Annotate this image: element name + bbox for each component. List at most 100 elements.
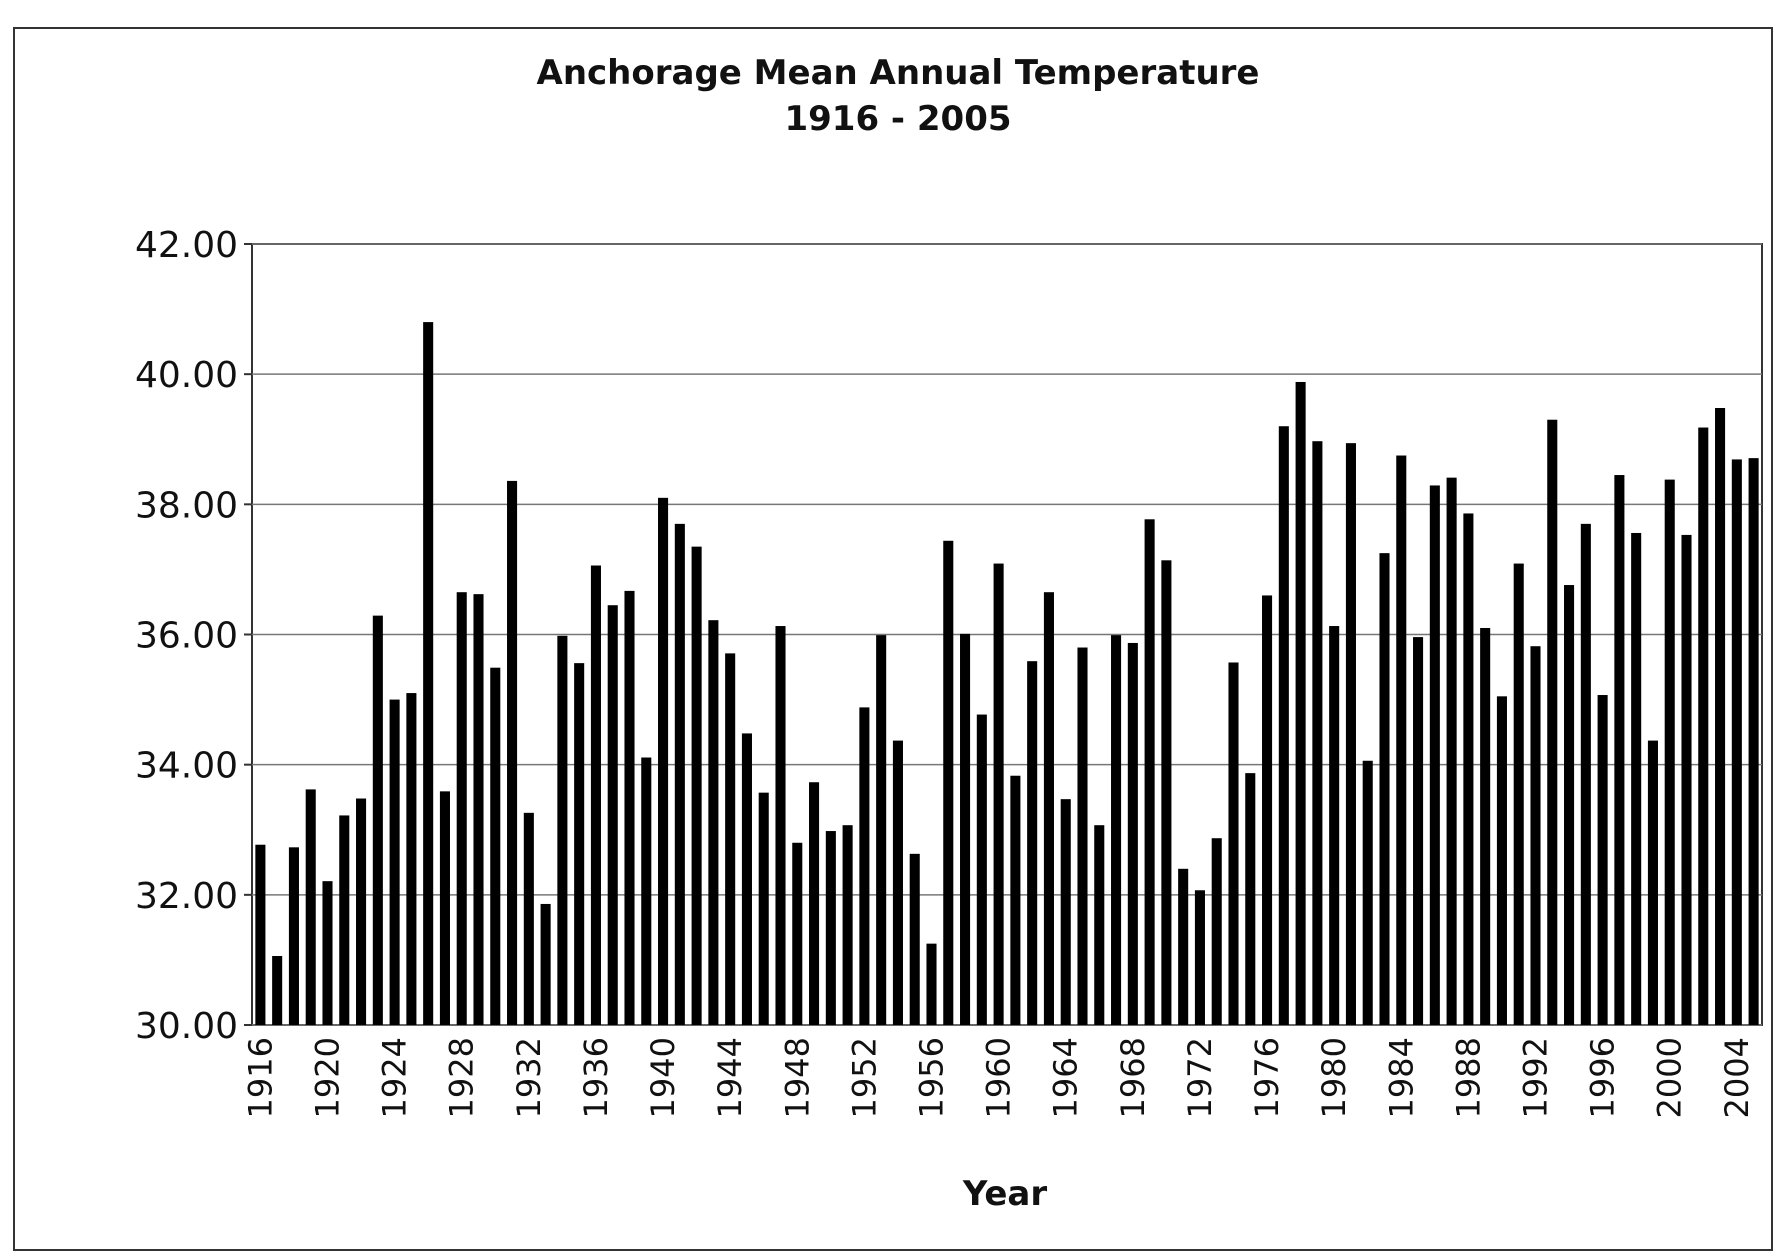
x-tick-label: 1956: [913, 1037, 951, 1118]
bar: [1446, 477, 1457, 1025]
bar: [574, 663, 585, 1025]
bar: [1396, 455, 1407, 1025]
bar: [523, 812, 534, 1025]
x-tick-label: 1960: [980, 1037, 1018, 1118]
bar: [423, 322, 434, 1026]
bar: [1647, 740, 1658, 1025]
bar: [809, 782, 820, 1025]
bar: [1312, 441, 1323, 1025]
y-tick-label: 40.00: [135, 355, 238, 396]
x-tick-label: 1928: [443, 1037, 481, 1118]
bar: [1211, 838, 1222, 1025]
bar: [1631, 532, 1642, 1025]
bar: [1178, 868, 1189, 1025]
bar: [741, 733, 752, 1025]
bar: [1077, 647, 1088, 1025]
bar: [1228, 662, 1239, 1025]
x-tick-label: 1948: [778, 1037, 816, 1118]
bar: [691, 546, 702, 1025]
bar: [1362, 760, 1373, 1025]
bar: [1245, 773, 1256, 1025]
x-tick-label: 1936: [577, 1037, 615, 1118]
bar: [775, 626, 786, 1025]
bar: [1262, 595, 1273, 1025]
bar: [590, 565, 601, 1025]
bar: [792, 842, 803, 1025]
bar: [624, 590, 635, 1025]
bar: [607, 605, 618, 1025]
bar: [1580, 523, 1591, 1025]
bar: [1144, 519, 1155, 1025]
bar: [356, 798, 367, 1025]
bar: [1127, 642, 1138, 1025]
bar: [725, 653, 736, 1025]
bar: [859, 707, 870, 1025]
x-tick-label: 1944: [711, 1037, 749, 1118]
bar: [1715, 408, 1726, 1025]
y-tick-label: 36.00: [135, 616, 238, 657]
bar: [1463, 513, 1474, 1025]
bar: [272, 956, 283, 1025]
bar: [490, 667, 501, 1025]
x-tick-label: 1952: [845, 1037, 883, 1118]
x-axis-title: Year: [962, 1174, 1048, 1214]
bar: [1413, 637, 1424, 1025]
x-tick-label: 1964: [1047, 1037, 1085, 1118]
bar: [758, 792, 769, 1025]
bar: [339, 815, 350, 1025]
bar: [1597, 695, 1608, 1025]
bar: [1295, 381, 1306, 1025]
y-tick-label: 34.00: [135, 746, 238, 787]
bar: [389, 699, 400, 1025]
x-tick-label: 1924: [376, 1037, 414, 1118]
bar: [1547, 419, 1558, 1026]
x-tick-label: 1916: [241, 1037, 279, 1118]
x-tick-label: 1968: [1114, 1037, 1152, 1118]
x-tick-label: 1992: [1517, 1037, 1555, 1118]
bar: [255, 844, 266, 1025]
bar: [1060, 799, 1071, 1025]
bar: [372, 615, 383, 1025]
bar: [1379, 553, 1390, 1025]
bar: [1194, 890, 1205, 1025]
bar: [1731, 459, 1742, 1025]
bar: [1278, 426, 1289, 1025]
bar: [473, 594, 484, 1025]
y-tick-label: 30.00: [135, 1006, 238, 1047]
bar: [1010, 775, 1021, 1025]
x-tick-label: 1980: [1315, 1037, 1353, 1118]
bar: [1094, 825, 1105, 1025]
y-tick-label: 32.00: [135, 876, 238, 917]
bar: [892, 740, 903, 1025]
bar: [540, 903, 551, 1025]
bar: [1614, 475, 1625, 1025]
bar: [439, 791, 450, 1025]
bar: [1564, 585, 1575, 1025]
bar: [322, 881, 333, 1025]
x-tick-label: 1976: [1248, 1037, 1286, 1118]
bar: [926, 943, 937, 1025]
chart-border: [13, 27, 1773, 1251]
bar: [305, 789, 316, 1025]
bar: [641, 757, 652, 1025]
bar: [1111, 635, 1122, 1025]
x-tick-label: 1940: [644, 1037, 682, 1118]
bar: [1429, 485, 1440, 1025]
bar: [976, 714, 987, 1025]
bar: [1496, 696, 1507, 1025]
bar: [1329, 626, 1340, 1025]
bar: [1698, 427, 1709, 1025]
x-tick-label: 1988: [1449, 1037, 1487, 1118]
x-tick-label: 1996: [1584, 1037, 1622, 1118]
chart-title: Anchorage Mean Annual Temperature: [537, 53, 1260, 93]
bar: [1513, 563, 1524, 1025]
x-tick-label: 1972: [1181, 1037, 1219, 1118]
y-tick-label: 38.00: [135, 485, 238, 526]
bar: [993, 563, 1004, 1025]
bar: [288, 847, 299, 1025]
bar: [842, 825, 853, 1025]
bar: [1530, 646, 1541, 1025]
bar: [674, 523, 685, 1025]
x-tick-label: 2004: [1718, 1037, 1756, 1118]
